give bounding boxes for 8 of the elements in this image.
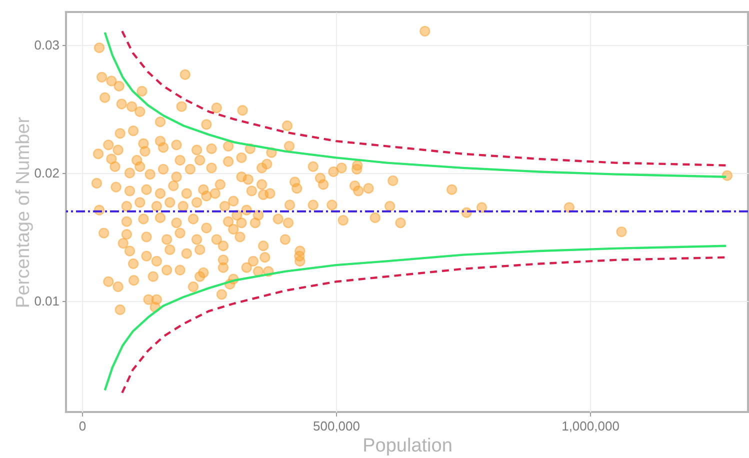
x-tick-label: 1,000,000 xyxy=(562,418,620,434)
y-tick-label: 0.02 xyxy=(34,166,60,181)
x-tick-label: 0 xyxy=(78,418,86,434)
x-tick-label: 500,000 xyxy=(313,418,360,434)
y-tick-label: 0.03 xyxy=(34,38,60,53)
x-axis-title: Population xyxy=(362,436,452,456)
y-tick-label: 0.01 xyxy=(34,293,60,308)
y-axis-title: Percentage of Number xyxy=(13,116,34,308)
